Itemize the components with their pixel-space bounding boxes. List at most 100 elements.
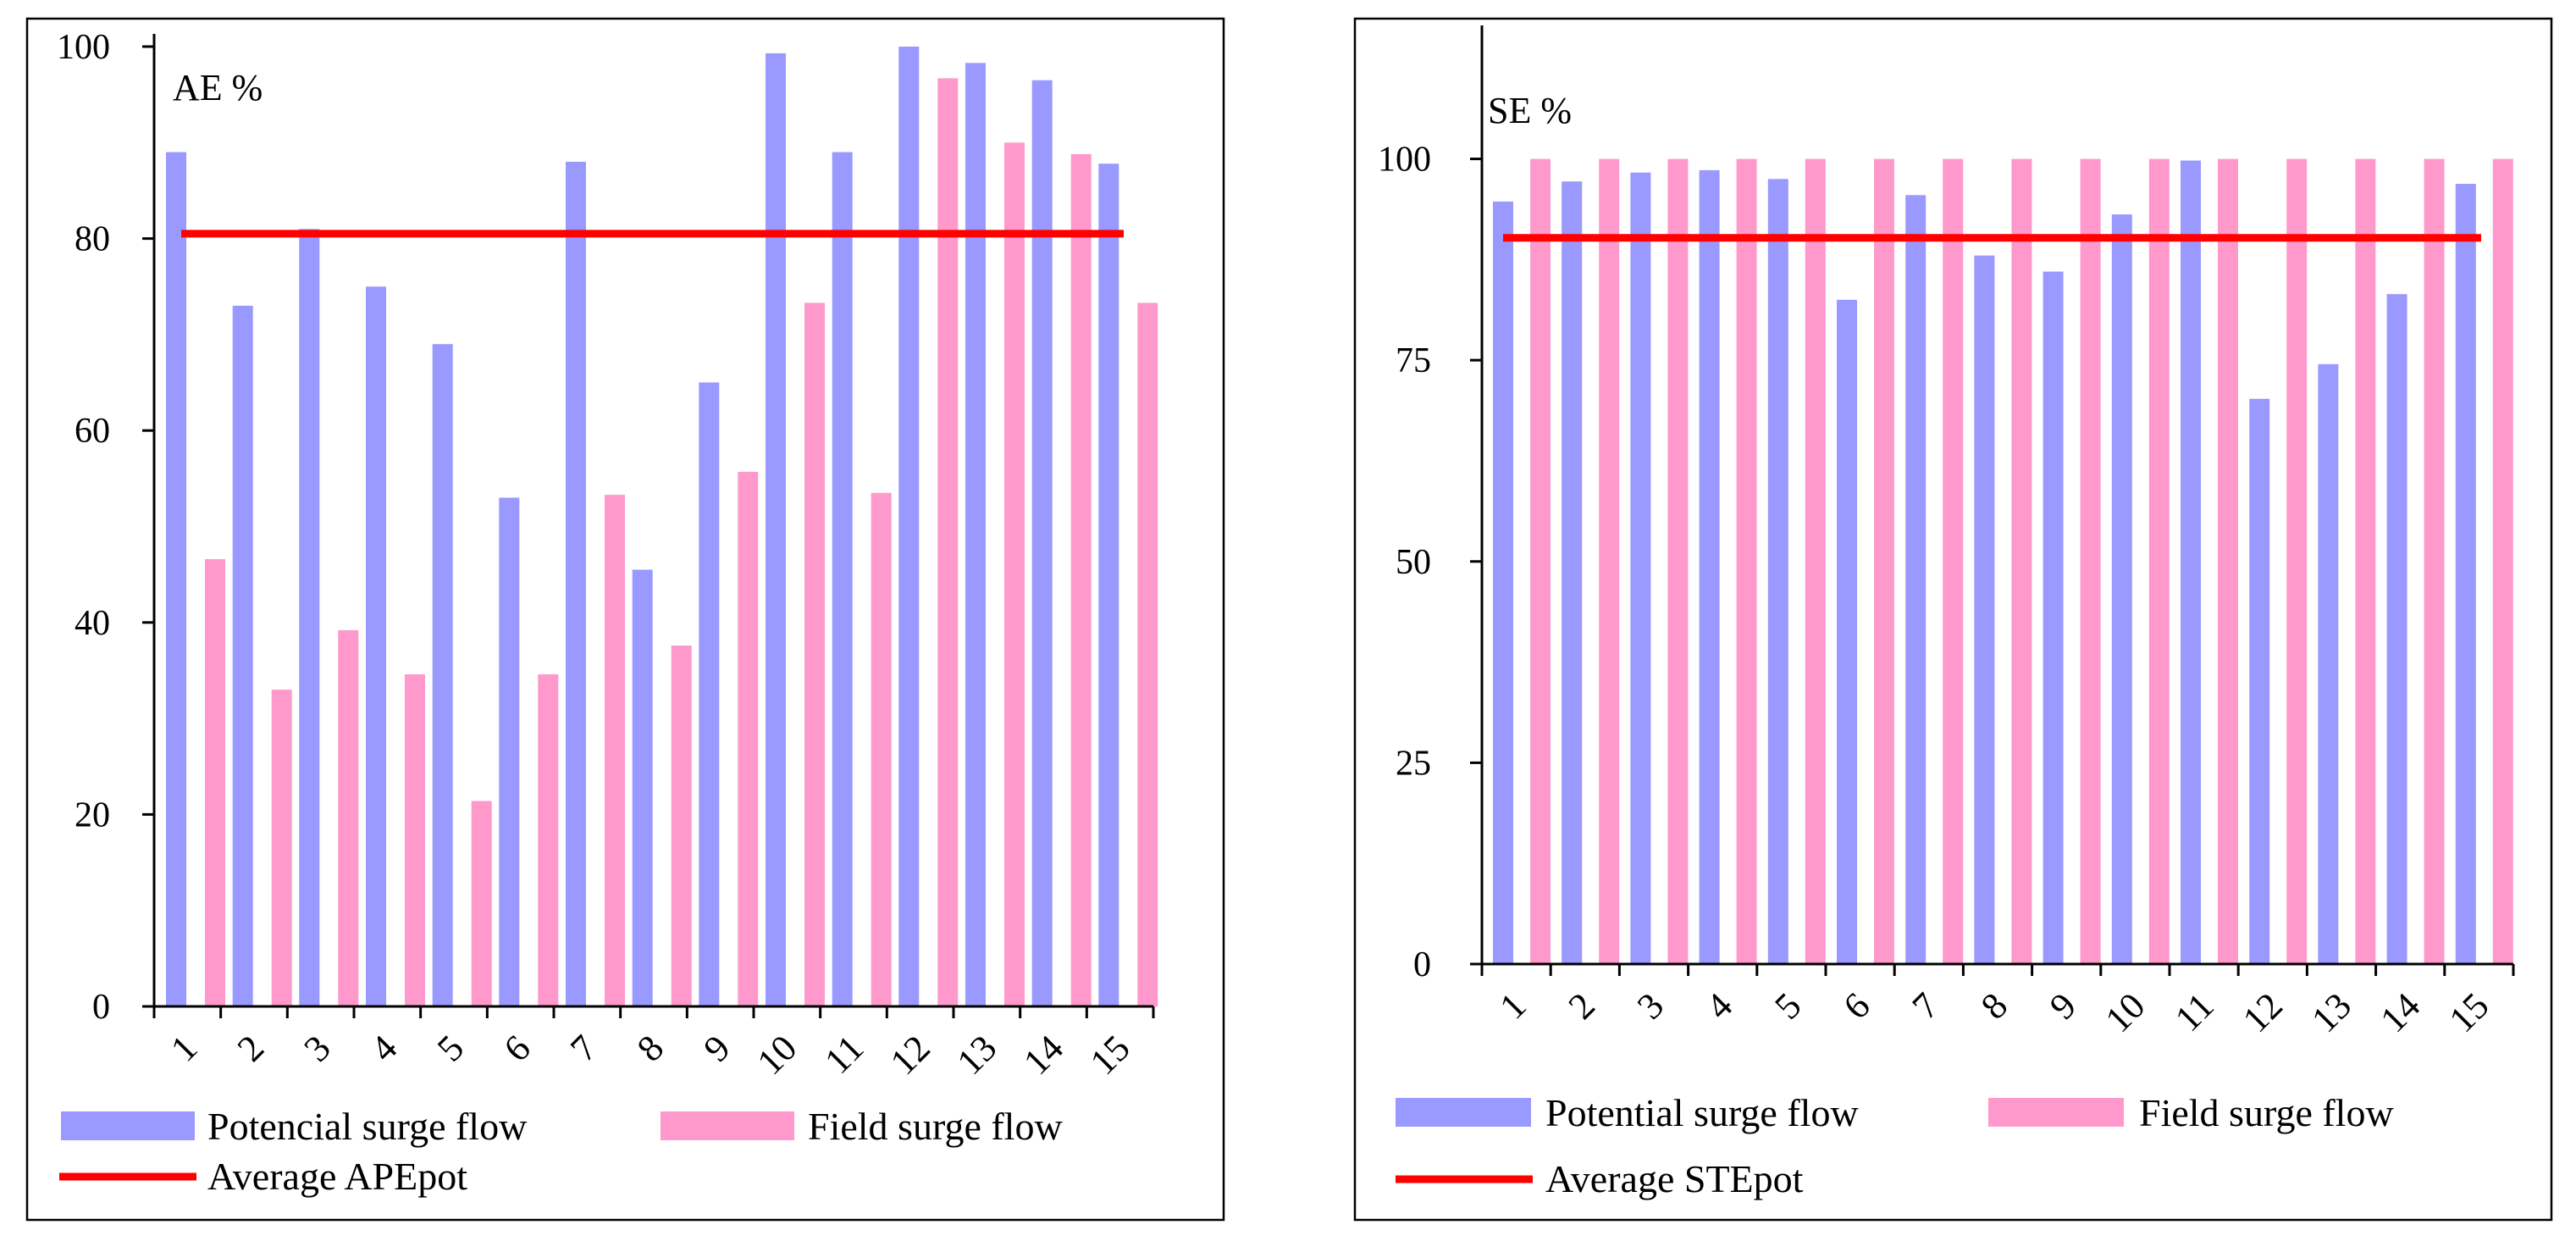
legend-label-reference: Average APEpot (207, 1155, 467, 1198)
bar-series-2-cat-1 (1530, 158, 1551, 965)
bar-series-1-cat-8 (632, 569, 653, 1006)
bar-series-1-cat-6 (1837, 299, 1857, 964)
x-tick-label: 14 (1015, 1027, 1071, 1083)
bar-series-2-cat-8 (671, 646, 692, 1006)
y-tick-label: 20 (75, 795, 110, 834)
x-tick-label: 7 (1904, 984, 1947, 1027)
legend-label-series-1: Potencial surge flow (207, 1105, 528, 1148)
x-tick-label: 4 (1698, 984, 1740, 1027)
bar-series-1-cat-2 (232, 305, 253, 1006)
x-tick-label: 1 (163, 1027, 205, 1069)
legend-swatch-series-1 (1396, 1098, 1531, 1127)
x-tick-label: 11 (2167, 984, 2222, 1039)
bar-series-1-cat-4 (366, 286, 386, 1007)
bar-series-1-cat-13 (2318, 363, 2339, 964)
bar-series-1-cat-9 (2043, 271, 2064, 965)
legend-swatch-series-1 (61, 1111, 195, 1140)
bar-series-2-cat-9 (738, 471, 759, 1006)
legend: Potential surge flow Field surge flow Av… (1396, 1091, 2394, 1200)
bar-series-2-cat-11 (2218, 158, 2238, 965)
bar-series-1-cat-5 (432, 344, 453, 1006)
bar-series-2-cat-5 (1805, 158, 1826, 965)
legend-label-reference: Average STEpot (1545, 1157, 1804, 1200)
bar-series-1-cat-15 (2455, 184, 2476, 964)
x-tick-label: 14 (2373, 984, 2429, 1040)
bar-series-2-cat-9 (2080, 158, 2101, 965)
x-tick-label: 15 (1082, 1027, 1138, 1083)
bar-series-1-cat-4 (1699, 169, 1720, 964)
legend-label-series-2: Field surge flow (808, 1105, 1063, 1148)
bar-series-1-cat-5 (1767, 179, 1788, 965)
x-tick-label: 3 (296, 1027, 339, 1069)
x-tick-label: 5 (1766, 984, 1809, 1027)
legend: Potencial surge flow Field surge flow Av… (59, 1105, 1063, 1198)
x-tick-label: 4 (362, 1027, 405, 1069)
bar-series-1-cat-13 (965, 63, 986, 1006)
x-tick-label: 10 (749, 1027, 805, 1083)
x-tick-label: 6 (496, 1027, 539, 1069)
bar-series-1-cat-12 (2249, 398, 2270, 964)
bar-series-1-cat-10 (2111, 214, 2132, 965)
y-tick-label: 50 (1396, 543, 1431, 582)
x-tick-label: 15 (2441, 984, 2497, 1040)
x-tick-label: 11 (816, 1027, 871, 1082)
chart-frame (25, 17, 1225, 1222)
y-axis-title: AE % (173, 67, 263, 108)
bar-series-2-cat-6 (1874, 158, 1894, 965)
x-tick-label: 13 (2303, 984, 2359, 1040)
x-tick-label: 13 (949, 1027, 1005, 1083)
bar-series-1-cat-1 (166, 152, 186, 1007)
y-axis-title: SE % (1488, 90, 1572, 131)
bar-series-2-cat-12 (2286, 158, 2308, 965)
bar-series-2-cat-7 (1943, 158, 1964, 965)
bar-series-2-cat-14 (1070, 153, 1092, 1006)
x-tick-label: 2 (229, 1027, 272, 1069)
bar-series-1-cat-6 (499, 497, 520, 1006)
x-tick-label: 12 (2235, 984, 2291, 1040)
bar-series-1-cat-8 (1974, 255, 1995, 965)
chart-frame (1353, 17, 2553, 1222)
x-tick-label: 8 (629, 1027, 672, 1069)
y-tick-label: 25 (1396, 744, 1431, 783)
legend-swatch-series-2 (661, 1111, 794, 1140)
bar-series-2-cat-6 (538, 674, 559, 1006)
y-tick-label: 100 (1378, 141, 1431, 180)
bar-series-2-cat-10 (2148, 158, 2170, 965)
bar-series-2-cat-11 (871, 492, 892, 1006)
x-tick-label: 3 (1629, 984, 1672, 1027)
bar-series-1-cat-10 (766, 53, 786, 1006)
bar-series-2-cat-15 (1137, 302, 1158, 1006)
x-tick-label: 7 (562, 1027, 605, 1069)
x-tick-label: 8 (1973, 984, 2015, 1027)
x-tick-label: 10 (2098, 984, 2153, 1040)
x-tick-label: 9 (2042, 984, 2084, 1027)
bar-series-2-cat-1 (205, 559, 225, 1006)
y-tick-label: 80 (75, 220, 110, 259)
bar-series-2-cat-4 (1736, 158, 1757, 965)
bar-series-2-cat-15 (2492, 158, 2513, 965)
y-tick-label: 0 (1413, 945, 1431, 984)
y-tick-label: 60 (75, 412, 110, 451)
bar-series-1-cat-2 (1562, 181, 1583, 964)
bar-series-1-cat-14 (2386, 294, 2407, 964)
y-tick-label: 0 (92, 988, 110, 1027)
bar-series-1-cat-3 (1630, 172, 1651, 964)
bar-series-2-cat-13 (2355, 158, 2376, 965)
x-tick-label: 9 (696, 1027, 738, 1069)
x-tick-label: 2 (1561, 984, 1603, 1027)
bar-series-2-cat-5 (471, 801, 492, 1006)
bar-series-2-cat-3 (338, 629, 359, 1006)
bar-series-1-cat-15 (1098, 163, 1119, 1006)
y-tick-label: 100 (57, 28, 110, 67)
bar-series-1-cat-12 (898, 47, 920, 1006)
x-tick-label: 1 (1491, 984, 1534, 1027)
bar-series-2-cat-12 (937, 78, 959, 1006)
bar-series-2-cat-13 (1004, 142, 1025, 1007)
legend-label-series-2: Field surge flow (2139, 1091, 2394, 1134)
bar-series-2-cat-7 (605, 495, 625, 1006)
x-tick-label: 6 (1835, 984, 1877, 1027)
